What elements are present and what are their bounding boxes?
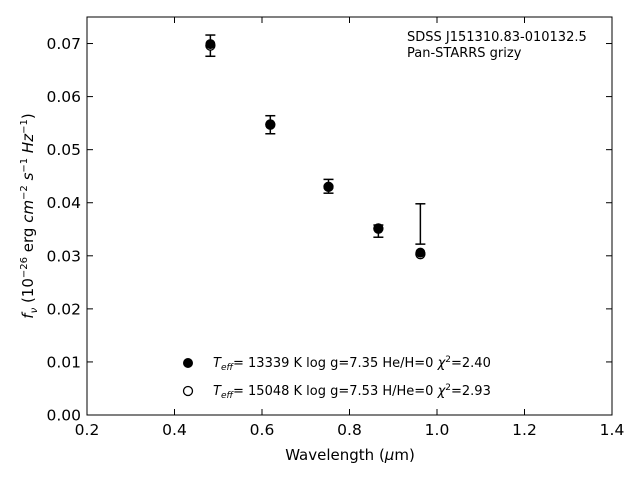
y-tick-label: 0.06 bbox=[46, 88, 81, 106]
x-tick-label: 0.6 bbox=[250, 421, 275, 439]
x-tick-label: 1.2 bbox=[512, 421, 537, 439]
annotation-object-name: SDSS J151310.83-010132.5 bbox=[407, 30, 587, 45]
filled-circle-point bbox=[373, 223, 384, 234]
filled-circle-point bbox=[265, 119, 276, 130]
filled-circle-point bbox=[205, 39, 216, 50]
x-tick-label: 1.0 bbox=[425, 421, 450, 439]
x-axis-label: Wavelength (μm) bbox=[285, 446, 415, 464]
x-tick-label: 1.4 bbox=[600, 421, 625, 439]
y-tick-label: 0.01 bbox=[46, 353, 81, 371]
legend: Teff= 13339 K log g=7.35 He/H=0 χ2=2.40 … bbox=[182, 355, 491, 401]
y-tick-label: 0.00 bbox=[46, 407, 81, 425]
x-tick-label: 0.2 bbox=[75, 421, 100, 439]
legend-entry-1: Teff= 13339 K log g=7.35 He/H=0 χ2=2.40 bbox=[213, 355, 491, 373]
annotation-survey-name: Pan-STARRS grizy bbox=[407, 46, 522, 61]
legend-entry-2: Teff= 15048 K log g=7.53 H/He=0 χ2=2.93 bbox=[213, 383, 491, 401]
y-axis-label: fν (10−26 erg cm−2 s−1 Hz−1) bbox=[19, 113, 40, 318]
y-tick-label: 0.03 bbox=[46, 247, 81, 265]
y-tick-label: 0.05 bbox=[46, 141, 81, 159]
y-tick-label: 0.02 bbox=[46, 300, 81, 318]
legend-marker-open bbox=[182, 385, 194, 397]
filled-circle-point bbox=[323, 181, 334, 192]
legend-marker-filled bbox=[183, 358, 193, 368]
filled-circle-point bbox=[415, 247, 426, 258]
y-tick-label: 0.07 bbox=[46, 35, 81, 53]
x-tick-label: 0.8 bbox=[337, 421, 362, 439]
x-tick-label: 0.4 bbox=[162, 421, 187, 439]
y-tick-label: 0.04 bbox=[46, 194, 81, 212]
